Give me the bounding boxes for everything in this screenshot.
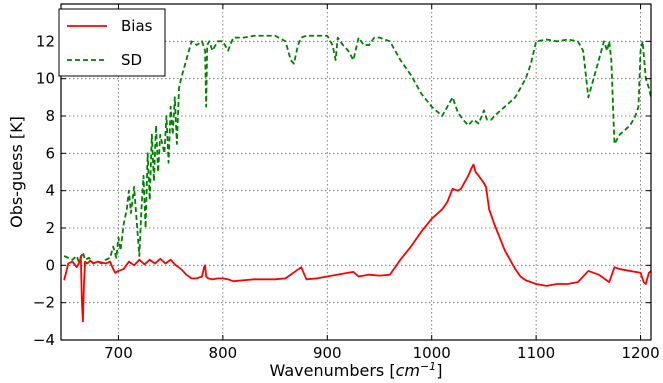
- x-tick-label: 800: [209, 344, 238, 362]
- plot-frame: [60, 3, 652, 341]
- x-tick-label: 900: [313, 344, 342, 362]
- series-line-sd: [63, 34, 652, 265]
- y-tick-label: 10: [36, 70, 55, 88]
- x-axis-label: Wavenumbers [cm−1]: [270, 360, 443, 380]
- y-tick-label: 8: [45, 107, 55, 125]
- y-axis-label: Obs-guess [K]: [7, 116, 26, 228]
- legend-box: [58, 8, 166, 77]
- y-tick-label: 4: [45, 182, 55, 200]
- x-axis-label-exponent: −1: [420, 360, 436, 373]
- x-axis-label-close: ]: [436, 361, 442, 380]
- x-tick-label: 1200: [621, 344, 659, 362]
- y-tick-label: 12: [36, 32, 55, 50]
- y-tick-label: 2: [45, 219, 55, 237]
- legend-label-bias: Bias: [121, 17, 153, 35]
- legend: Bias SD: [58, 8, 166, 77]
- legend-label-sd: SD: [121, 51, 142, 69]
- x-tick-label: 700: [104, 344, 133, 362]
- y-tick-label: 0: [45, 256, 55, 274]
- y-tick-label: 6: [45, 144, 55, 162]
- x-axis-label-unit: cm: [396, 361, 420, 380]
- series-line-bias: [63, 163, 652, 323]
- y-tick-label: −4: [33, 331, 55, 349]
- x-axis-label-main: Wavenumbers [: [270, 361, 396, 380]
- x-tick-label: 1000: [413, 344, 451, 362]
- ticks: 700 800 900 1000 1100 1200 −4 −2 0 2 4 6 8 10 12: [33, 4, 660, 362]
- series-layer: [63, 34, 652, 323]
- x-tick-label: 1100: [517, 344, 555, 362]
- y-tick-label: −2: [33, 294, 55, 312]
